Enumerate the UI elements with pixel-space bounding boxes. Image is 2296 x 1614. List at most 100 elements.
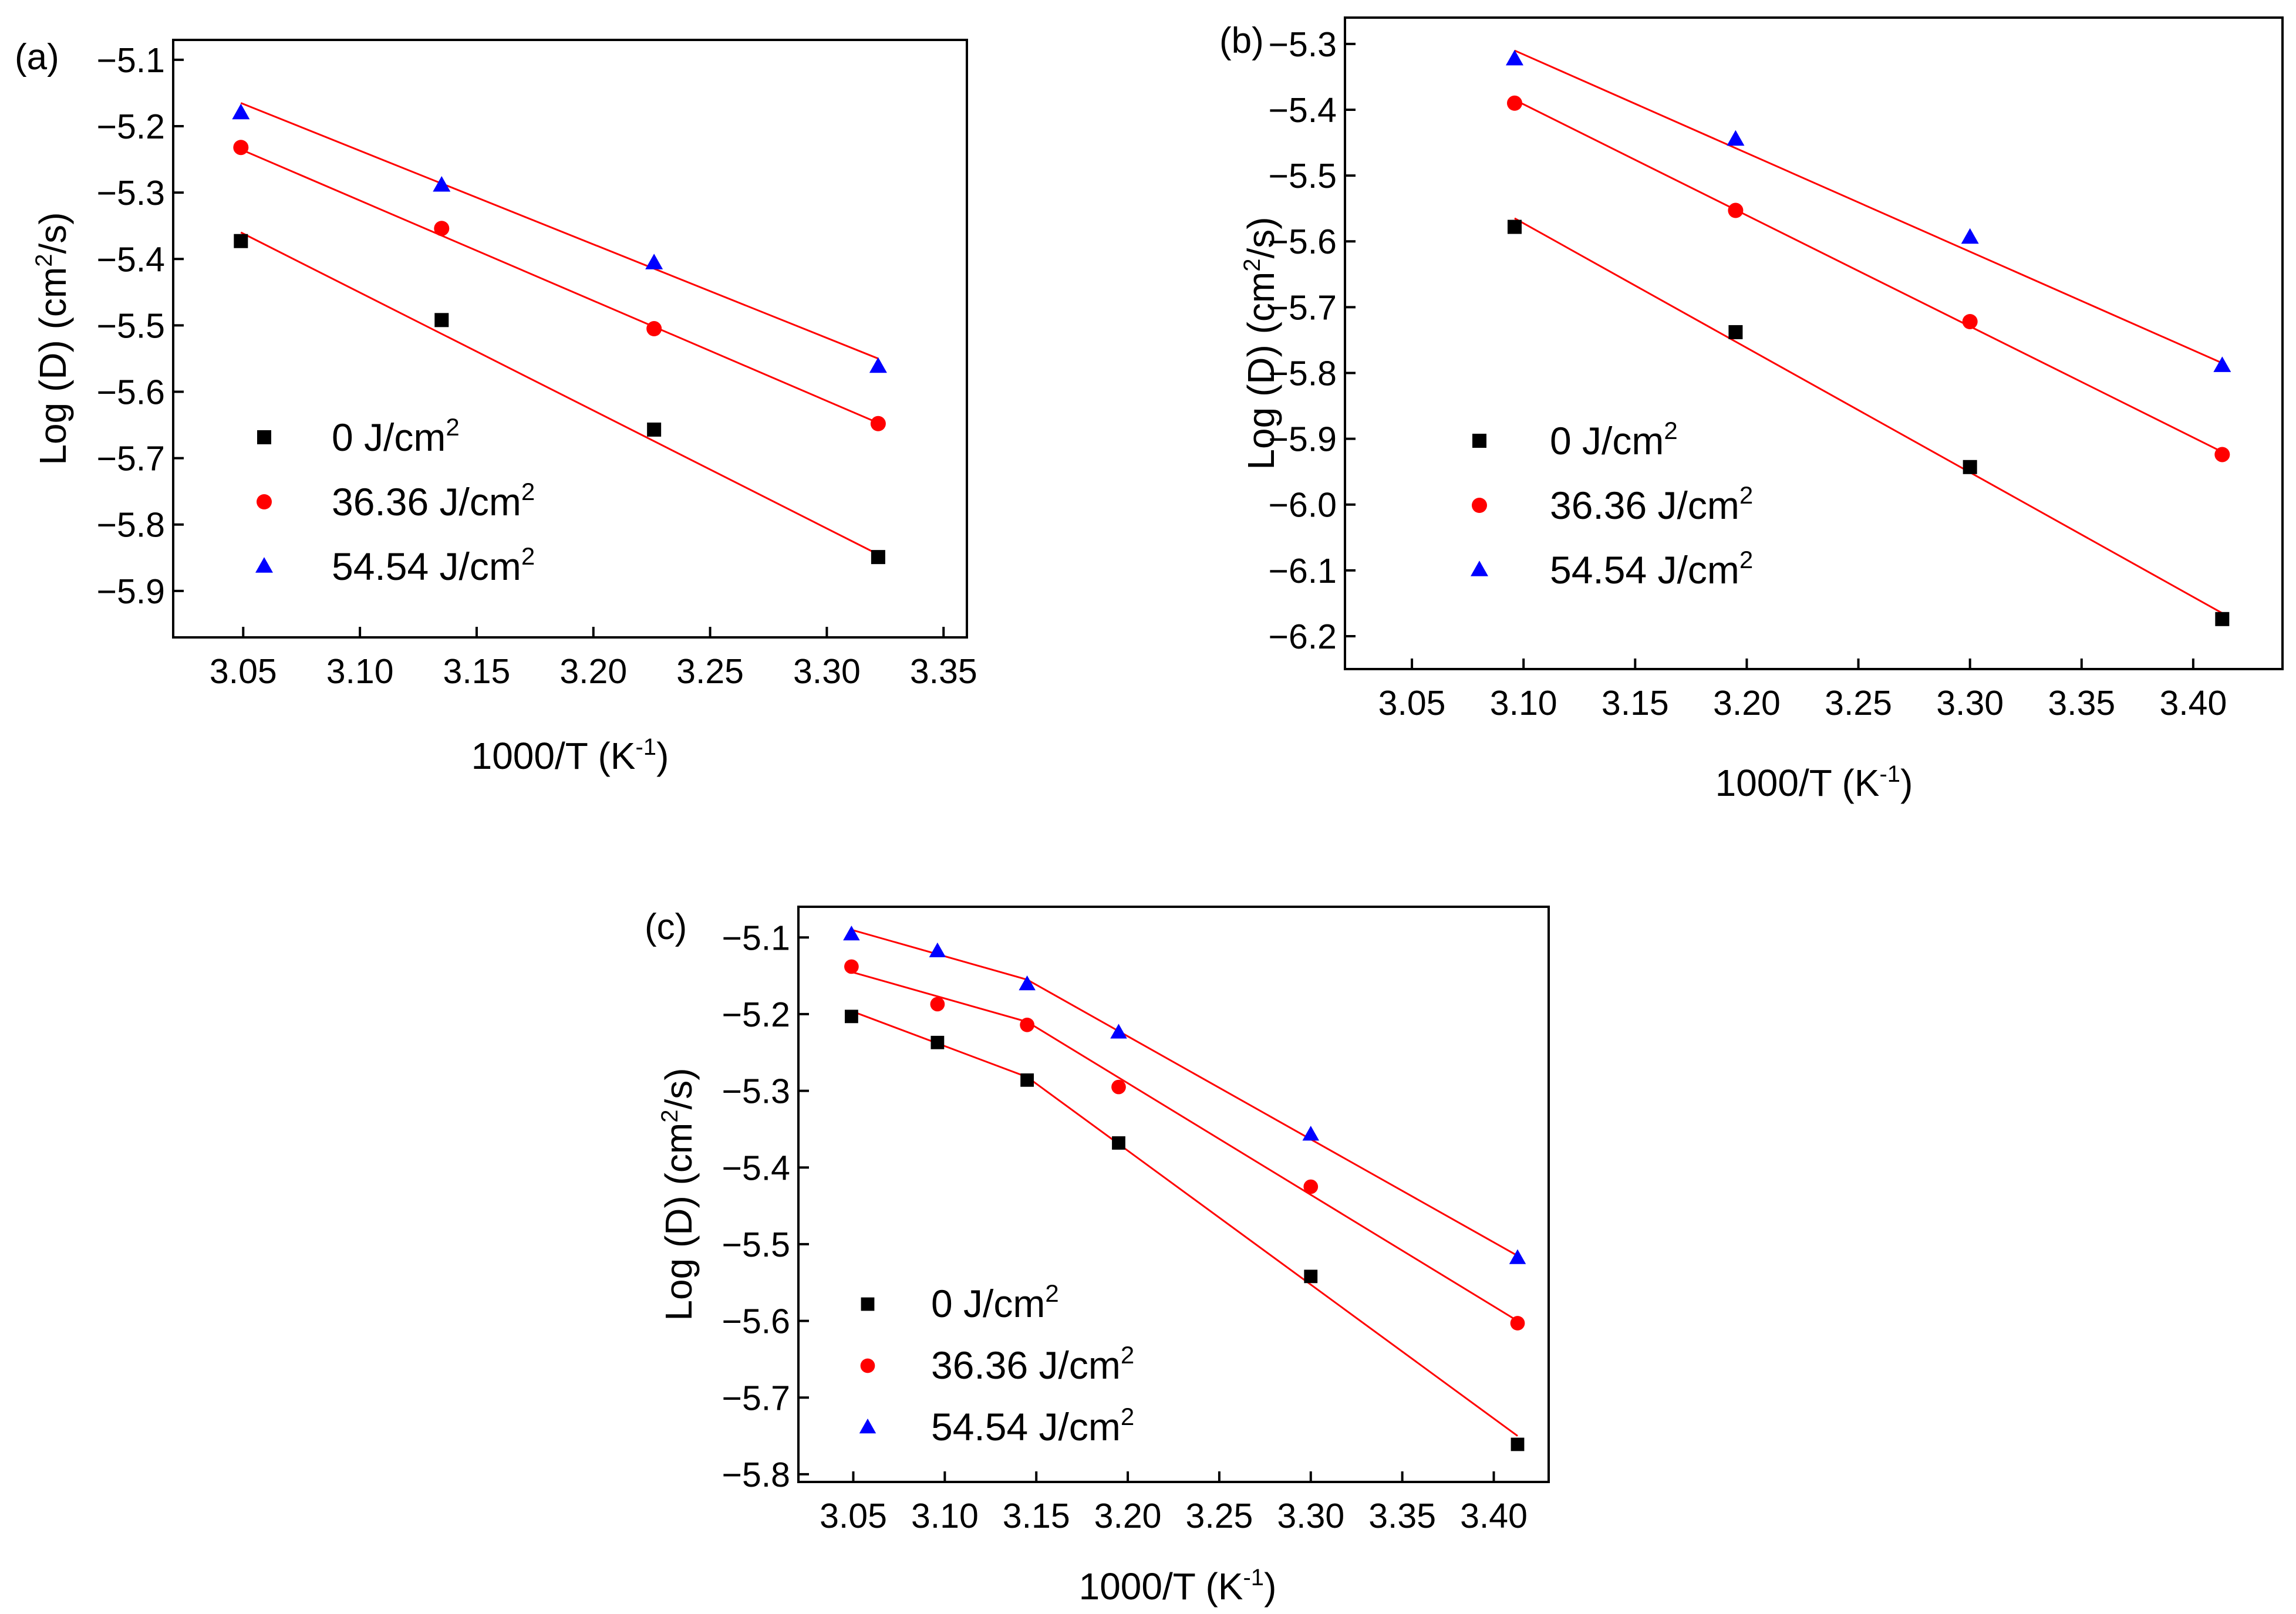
panel-c-legend-label: 54.54 J/cm2: [931, 1403, 1134, 1448]
panel-b-ytick-label: −5.5: [1269, 157, 1337, 195]
panel-b-data-point: [1506, 95, 1522, 111]
panel-b-data-point: [1961, 228, 1979, 244]
panel-c-legend-symbol: [860, 1358, 875, 1373]
panel-b-data-point: [1505, 49, 1523, 66]
panel-c-y-axis-label: Log (D) (cm2/s): [657, 1068, 700, 1321]
panel-b-fit-line: [1514, 99, 2223, 453]
panel-b-ytick-label: −5.7: [1269, 288, 1337, 327]
panel-c-legend-label: 0 J/cm2: [931, 1279, 1059, 1325]
panel-a-x-ticks: 3.05 3.10 3.15 3.20 3.25 3.30 3.35: [210, 652, 977, 691]
panel-c-y-ticks: −5.1 −5.2 −5.3 −5.4 −5.5 −5.6 −5.7 −5.8: [722, 919, 790, 1494]
panel-a-data-point: [232, 103, 250, 120]
panel-b-legend-label: 0 J/cm2: [1550, 417, 1678, 462]
panel-b-ytick-label: −5.4: [1269, 91, 1337, 130]
panel-c-fit-line: [851, 928, 1518, 1257]
panel-c-xtick-label: 3.10: [911, 1497, 979, 1535]
panel-c-xtick-label: 3.15: [1003, 1497, 1070, 1535]
panel-a-data-point: [869, 357, 887, 373]
panel-a-ytick-label: −5.2: [97, 107, 165, 146]
panel-a-xtick-label: 3.10: [326, 652, 394, 691]
panel-b-data-point: [1728, 325, 1743, 339]
panel-c-data-point: [1511, 1437, 1525, 1451]
panel-c-legend-symbol: [861, 1297, 875, 1311]
panel-a-data-point: [233, 140, 249, 156]
panel-a-legend-label: 36.36 J/cm2: [332, 478, 535, 524]
panel-b-fit-line: [1514, 217, 2223, 614]
panel-a-label: (a): [15, 37, 59, 77]
panel-b-legend: 0 J/cm2 36.36 J/cm2 54.54 J/cm2: [1550, 417, 1753, 592]
panel-a-data-point: [434, 313, 449, 327]
panel-c-data-point: [1302, 1126, 1320, 1141]
panel-b-data-point: [1963, 460, 1977, 474]
panel-c-data-point: [1020, 1017, 1034, 1032]
panel-b-xtick-label: 3.40: [2159, 684, 2227, 722]
panel-b-data-point: [1507, 220, 1522, 234]
panel-c-data-point: [1111, 1079, 1126, 1095]
panel-b-data-point: [1727, 130, 1745, 146]
panel-c-xtick-label: 3.05: [820, 1497, 887, 1535]
panel-b-data-point: [1728, 202, 1744, 218]
panel-b-ytick-label: −6.0: [1269, 486, 1337, 525]
panel-c-label: (c): [645, 907, 687, 947]
panel-c-ytick-label: −5.1: [722, 919, 790, 957]
panel-c-legend: 0 J/cm2 36.36 J/cm2 54.54 J/cm2: [931, 1279, 1134, 1448]
panel-c-data-point: [844, 959, 859, 974]
panel-a-data-point: [434, 221, 450, 237]
panel-a-data-point: [647, 422, 662, 437]
panel-c-plot-frame: [797, 906, 1550, 1483]
panel-c-legend-symbol: [859, 1419, 876, 1434]
panel-b-xtick-label: 3.20: [1713, 684, 1781, 722]
panel-c-xtick-label: 3.25: [1186, 1497, 1253, 1535]
panel-b-legend-symbol: [1472, 434, 1486, 448]
panel-a-data-point: [646, 321, 662, 337]
panel-c-data-point: [1020, 1073, 1034, 1087]
panel-c-ytick-label: −5.2: [722, 995, 790, 1034]
panel-c-ytick-label: −5.8: [722, 1456, 790, 1494]
panel-a-ytick-label: −5.5: [97, 306, 165, 345]
panel-a-xtick-label: 3.15: [443, 652, 511, 691]
panel-c-x-axis-label: 1000/T (K-1): [1079, 1565, 1277, 1608]
panel-b-xtick-label: 3.05: [1378, 684, 1446, 722]
panel-c-ytick-label: −5.4: [722, 1149, 790, 1187]
panel-a-xtick-label: 3.05: [210, 652, 277, 691]
panel-b-ytick-label: −5.6: [1269, 222, 1337, 261]
panel-c-data-point: [1510, 1316, 1525, 1331]
panel-b-x-ticks: 3.05 3.10 3.15 3.20 3.25 3.30 3.35 3.40: [1378, 684, 2227, 722]
panel-a-ytick-label: −5.7: [97, 440, 165, 478]
panel-a-ytick-label: −5.4: [97, 240, 165, 279]
panel-c-data-point: [1303, 1179, 1319, 1194]
panel-b-xtick-label: 3.10: [1490, 684, 1557, 722]
panel-b-data-point: [2213, 356, 2231, 372]
panel-b-legend-symbol: [1472, 498, 1487, 513]
panel-a-x-axis-label: 1000/T (K-1): [471, 734, 669, 777]
panel-c-x-ticks: 3.05 3.10 3.15 3.20 3.25 3.30 3.35 3.40: [820, 1497, 1528, 1535]
panel-a-fit-line: [240, 231, 879, 555]
panel-a-xtick-label: 3.30: [793, 652, 861, 691]
panel-c-data-point: [1112, 1136, 1125, 1150]
panel-a-ytick-label: −5.1: [97, 41, 165, 80]
panel-c-xtick-label: 3.20: [1094, 1497, 1162, 1535]
panel-a-ytick-label: −5.8: [97, 506, 165, 545]
panel-b-xtick-label: 3.35: [2048, 684, 2115, 722]
panel-c-ytick-label: −5.5: [722, 1225, 790, 1264]
panel-b-data-point: [2214, 447, 2230, 462]
panel-a-xtick-label: 3.25: [676, 652, 744, 691]
panel-b-y-axis-label: Log (D) (cm2/s): [1239, 217, 1282, 470]
panel-a-legend-symbol: [257, 494, 272, 509]
panel-b-ytick-label: −5.3: [1269, 25, 1337, 64]
panel-b: (b) 3.05 3.10 3.15 3.20 3.25 3.30 3.35 3…: [1219, 16, 2284, 804]
panel-a-legend: 0 J/cm2 36.36 J/cm2 54.54 J/cm2: [332, 413, 535, 588]
panel-c-data-point: [844, 1009, 858, 1024]
panel-c-legend-label: 36.36 J/cm2: [931, 1341, 1134, 1387]
panel-a: (a) 3.05 3.10 3.15 3.20 3.25 3.30 3.35 −…: [15, 37, 977, 777]
panel-b-xtick-label: 3.30: [1936, 684, 2004, 722]
panel-a-legend-symbol: [255, 557, 273, 573]
panel-b-y-ticks: −5.3 −5.4 −5.5 −5.6 −5.7 −5.8 −5.9 −6.0 …: [1269, 25, 1337, 656]
panel-a-legend-label: 54.54 J/cm2: [332, 542, 535, 588]
panel-c-xtick-label: 3.35: [1368, 1497, 1436, 1535]
panel-a-xtick-label: 3.35: [910, 652, 977, 691]
panel-a-data-point: [234, 234, 248, 248]
panel-c-data-point: [1019, 975, 1036, 991]
panel-a-plot-frame: [172, 39, 968, 639]
